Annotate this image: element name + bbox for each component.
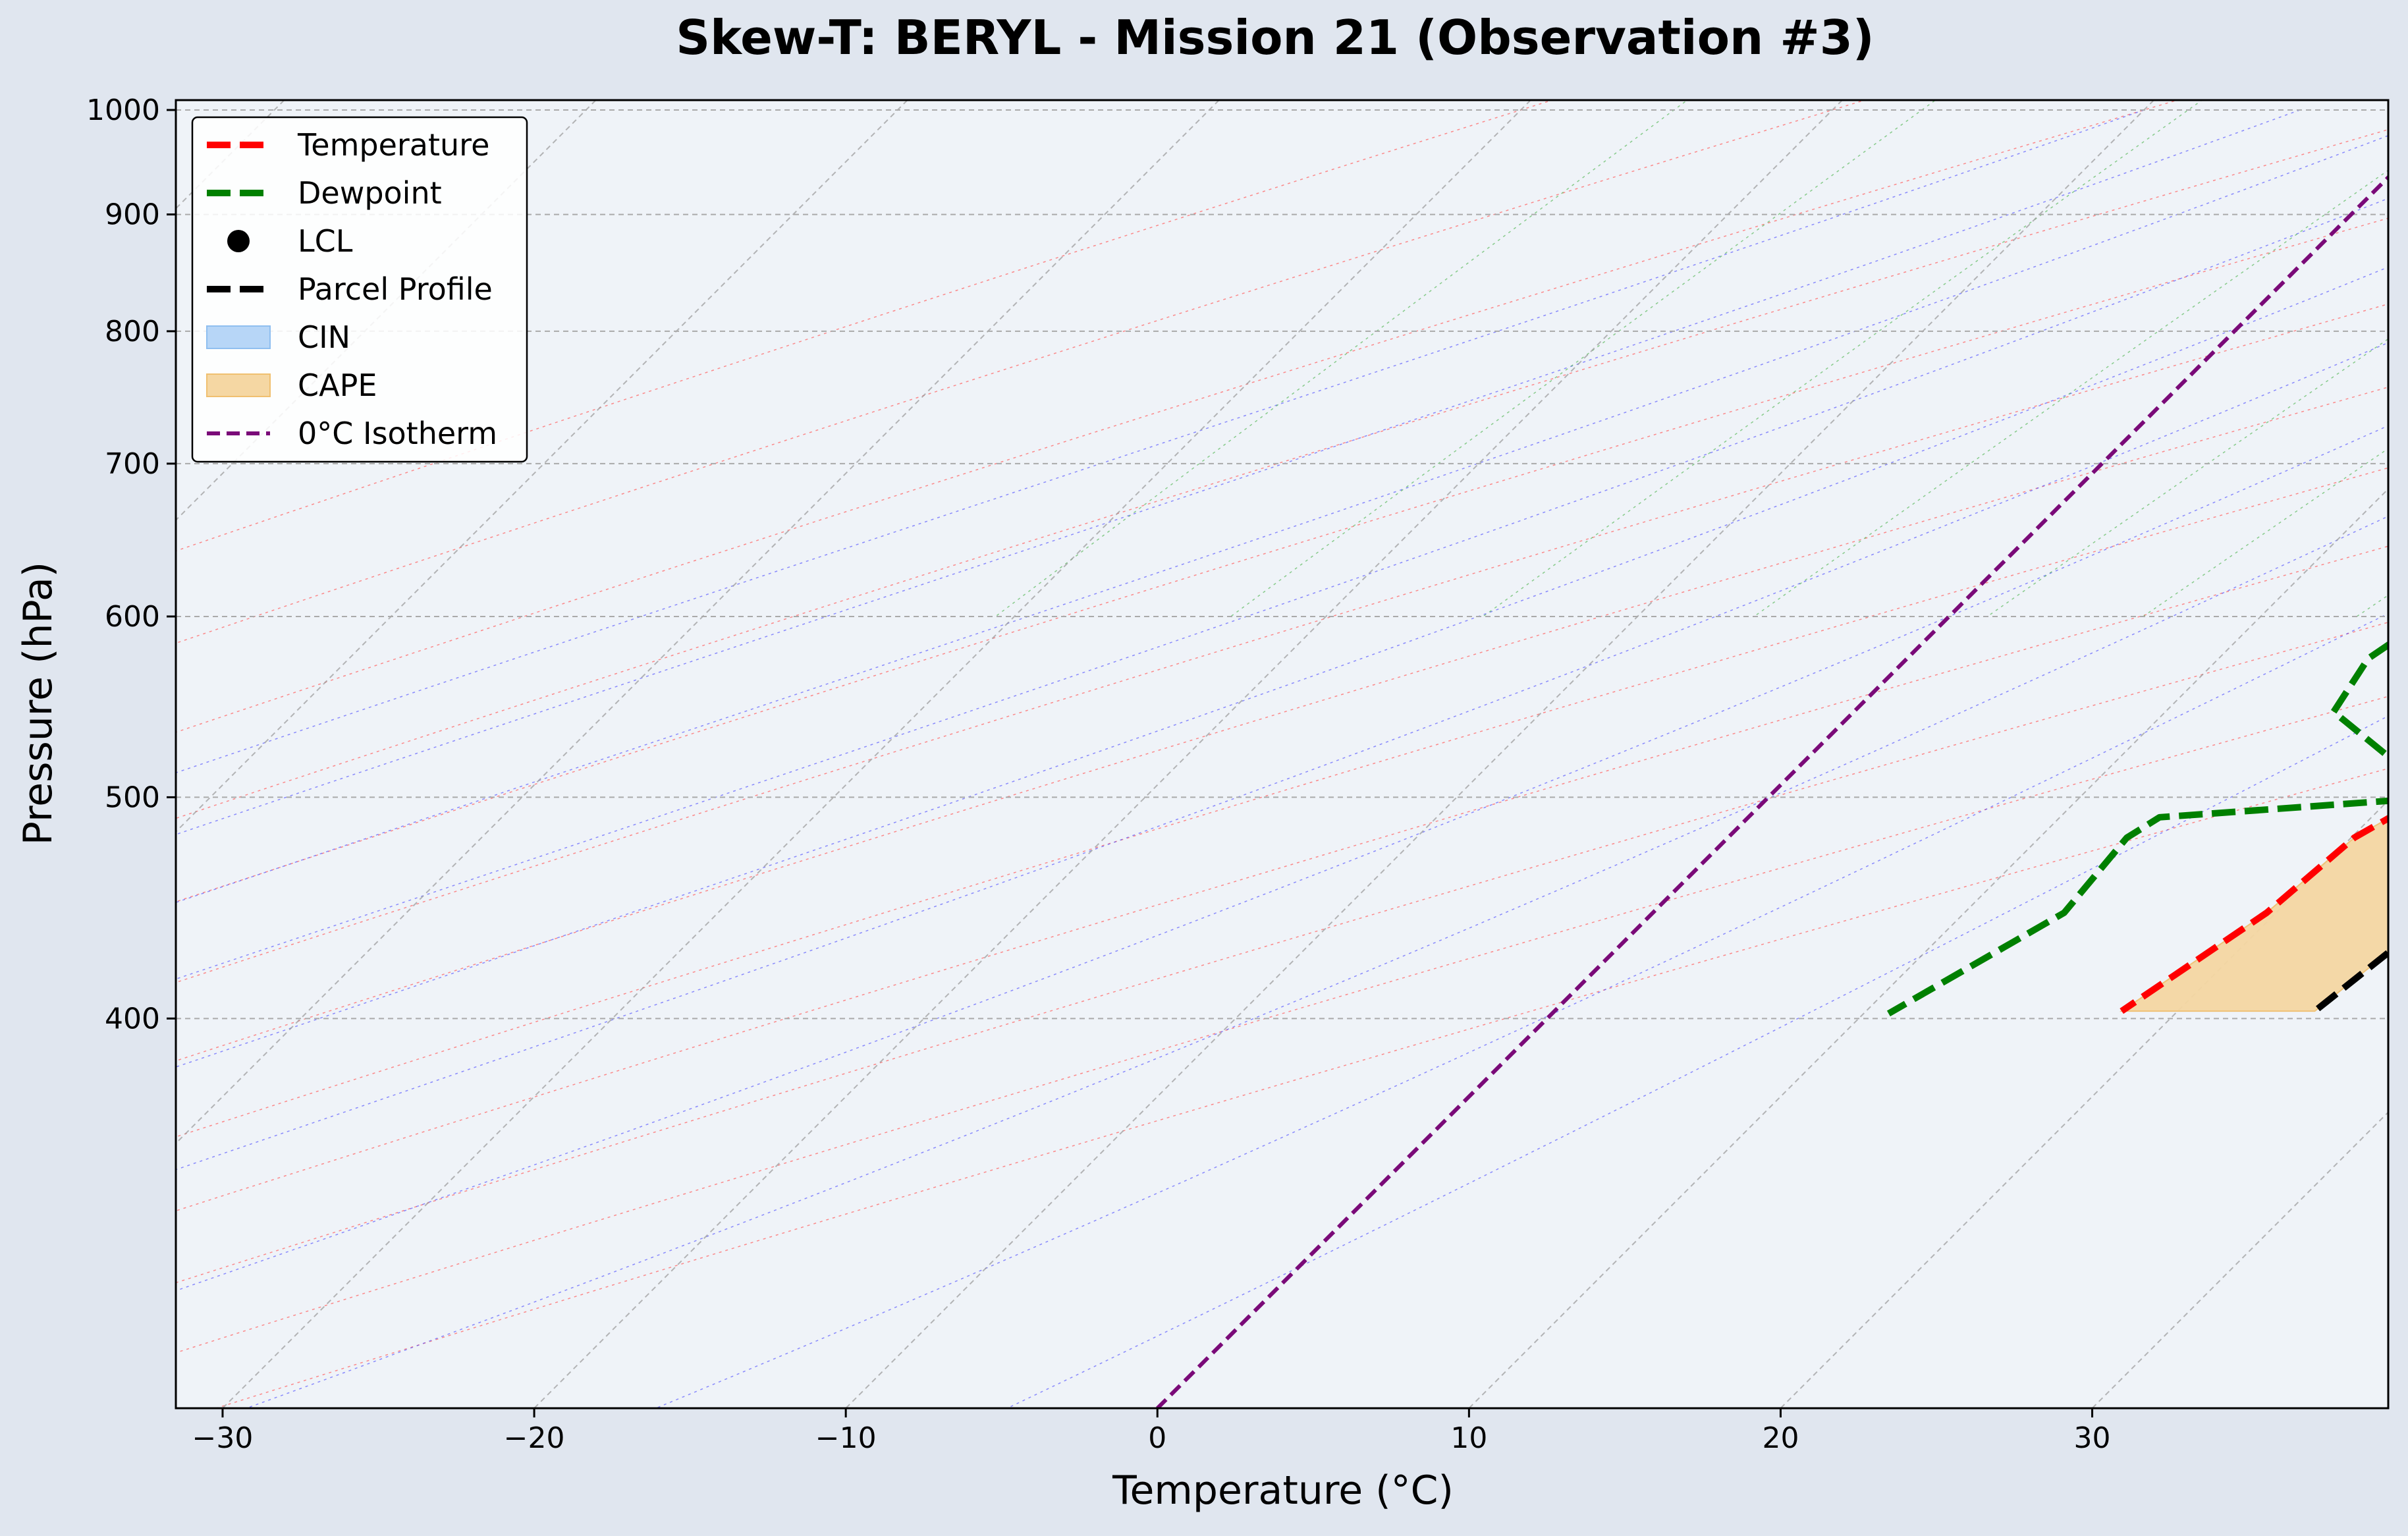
- x-tick-label: 20: [1762, 1421, 1799, 1455]
- legend-lcl-swatch: [227, 230, 250, 252]
- x-tick-label: 0: [1148, 1421, 1166, 1455]
- legend-cin-swatch: [207, 326, 270, 348]
- x-tick-label: 10: [1450, 1421, 1487, 1455]
- x-tick-label: 30: [2074, 1421, 2111, 1455]
- legend-zero-isotherm-label: 0°C Isotherm: [298, 416, 497, 451]
- x-axis-label: Temperature (°C): [1112, 1467, 1454, 1514]
- y-tick-label: 1000: [86, 94, 160, 127]
- x-tick-label: −30: [192, 1421, 254, 1455]
- y-tick-label: 400: [105, 1002, 160, 1035]
- y-tick-label: 500: [105, 781, 160, 814]
- legend-cin-label: CIN: [298, 319, 350, 355]
- y-axis-label: Pressure (hPa): [15, 562, 61, 845]
- x-tick-label: −20: [504, 1421, 565, 1455]
- y-tick-label: 800: [105, 315, 160, 348]
- x-tick-label: −10: [815, 1421, 877, 1455]
- y-tick-label: 900: [105, 198, 160, 232]
- legend: Temperature Dewpoint LCL Parcel Profile CIN C…: [192, 117, 527, 462]
- chart-title: Skew-T: BERYL - Mission 21 (Observation …: [676, 10, 1874, 65]
- legend-parcel-profile-label: Parcel Profile: [298, 271, 493, 307]
- legend-cape-swatch: [207, 374, 270, 397]
- legend-dewpoint-label: Dewpoint: [298, 175, 442, 211]
- legend-cape-label: CAPE: [298, 368, 377, 403]
- legend-lcl-label: LCL: [298, 223, 353, 259]
- y-tick-label: 700: [105, 447, 160, 481]
- y-tick-label: 600: [105, 600, 160, 634]
- legend-temperature-label: Temperature: [297, 127, 489, 163]
